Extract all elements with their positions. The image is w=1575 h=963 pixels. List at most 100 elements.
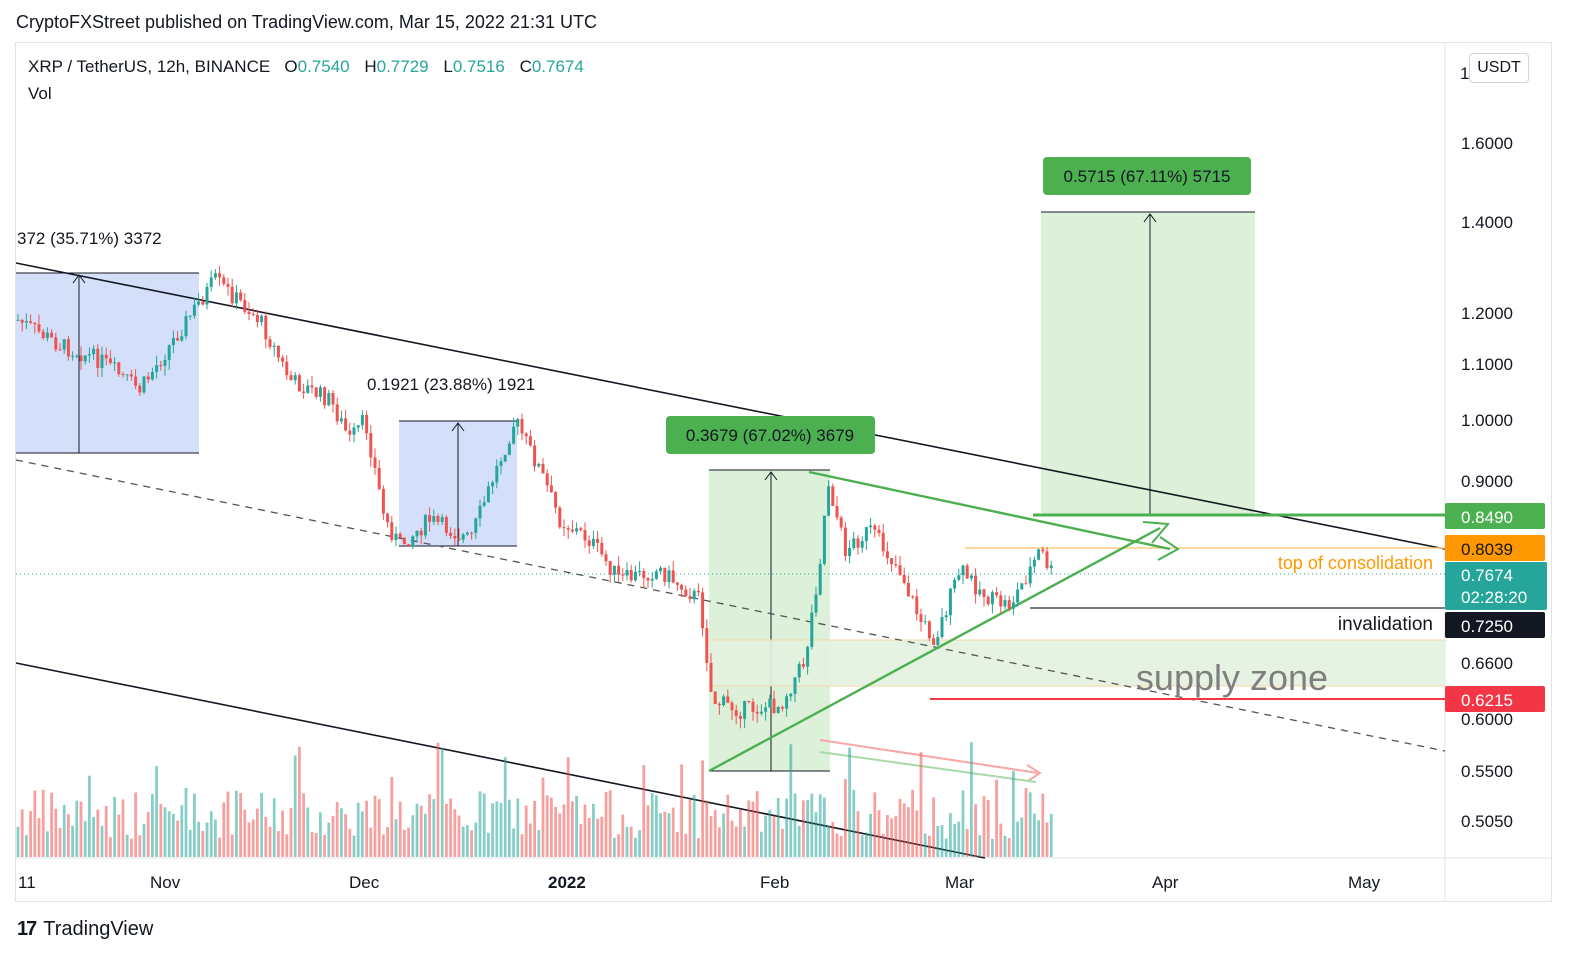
candle-body bbox=[491, 482, 495, 487]
volume-bar bbox=[172, 813, 175, 857]
channel-top-line[interactable] bbox=[15, 262, 1446, 550]
candle-body bbox=[344, 418, 348, 431]
candle-body bbox=[192, 304, 196, 316]
candle-body bbox=[684, 589, 688, 597]
volume-bar bbox=[424, 813, 427, 857]
candle-body bbox=[264, 315, 268, 340]
volume-bar bbox=[844, 778, 847, 857]
candle-body bbox=[877, 529, 881, 534]
volume-bar bbox=[629, 826, 633, 857]
volume-bar bbox=[831, 822, 835, 857]
range4-badge bbox=[1043, 157, 1251, 195]
candle-body bbox=[54, 337, 58, 350]
volume-bar bbox=[747, 800, 751, 857]
range-box-3[interactable] bbox=[709, 470, 830, 771]
candle-body bbox=[621, 574, 625, 576]
candle-body bbox=[747, 700, 751, 702]
volume-bar bbox=[999, 823, 1003, 857]
volume-bar bbox=[789, 744, 793, 857]
volume-bar bbox=[785, 798, 788, 857]
candle-body bbox=[600, 542, 604, 555]
candle-body bbox=[369, 433, 373, 458]
volume-bar bbox=[130, 838, 133, 857]
candle-body bbox=[692, 590, 696, 600]
volume-bar bbox=[705, 800, 709, 857]
volume-bar bbox=[92, 816, 95, 857]
symbol-label[interactable]: XRP / TetherUS, 12h, BINANCE bbox=[28, 57, 271, 76]
candle-body bbox=[499, 461, 503, 466]
volume-bar bbox=[688, 799, 692, 857]
volume-bar bbox=[566, 757, 570, 857]
channel-mid-line[interactable] bbox=[15, 459, 1446, 752]
volume-bar bbox=[524, 805, 528, 857]
volume-bar bbox=[193, 793, 196, 857]
candle-body bbox=[285, 361, 289, 376]
candle-body bbox=[646, 578, 650, 581]
candle-body bbox=[856, 538, 860, 548]
candle-body bbox=[734, 710, 738, 716]
volume-bar bbox=[520, 834, 524, 857]
candle-body bbox=[302, 391, 306, 394]
candle-body bbox=[92, 348, 96, 355]
candle-body bbox=[478, 505, 482, 519]
candle-body bbox=[864, 527, 868, 542]
candle-body bbox=[71, 355, 75, 357]
candle-body bbox=[1032, 559, 1036, 567]
volume-bars bbox=[16, 742, 1053, 857]
volume-bar bbox=[1033, 813, 1036, 857]
volume-bar bbox=[16, 826, 20, 857]
candle-body bbox=[428, 515, 432, 522]
volume-bar bbox=[760, 831, 763, 857]
volume-bar bbox=[936, 826, 940, 857]
candle-body bbox=[167, 345, 171, 360]
candle-body bbox=[218, 273, 222, 278]
low-label: L bbox=[443, 57, 453, 76]
volume-bar bbox=[235, 790, 238, 857]
volume-bar bbox=[810, 793, 814, 857]
volume-bar bbox=[361, 811, 364, 857]
range-box-4[interactable] bbox=[1041, 212, 1255, 515]
candle-body bbox=[999, 595, 1003, 607]
candle-body bbox=[612, 565, 616, 575]
candle-body bbox=[1024, 583, 1028, 585]
candle-body bbox=[272, 345, 276, 347]
volume-legend[interactable]: Vol bbox=[28, 84, 52, 103]
ohlc-legend: XRP / TetherUS, 12h, BINANCE O0.7540 H0.… bbox=[28, 57, 594, 77]
candle-body bbox=[776, 706, 780, 714]
tag-07250-text: 0.7250 bbox=[1461, 617, 1513, 636]
tag-07674 bbox=[1445, 562, 1547, 610]
volume-bar bbox=[327, 822, 331, 857]
candle-body bbox=[831, 486, 835, 506]
volume-bar bbox=[491, 803, 494, 857]
volume-bar bbox=[277, 831, 280, 857]
footer-brand[interactable]: 17 TradingView bbox=[17, 918, 153, 941]
triangle-lower-line[interactable] bbox=[708, 526, 1161, 773]
candle-body bbox=[554, 492, 558, 508]
volume-bar bbox=[953, 824, 956, 857]
range-box-1[interactable] bbox=[16, 273, 199, 453]
candle-body bbox=[869, 525, 873, 528]
candle-body bbox=[961, 565, 965, 576]
triangle-upper-line[interactable] bbox=[808, 470, 1171, 551]
candle-body bbox=[625, 570, 629, 576]
volume-bar bbox=[944, 838, 948, 857]
volume-bar bbox=[449, 798, 452, 857]
candle-body bbox=[360, 414, 364, 426]
volume-bar bbox=[541, 777, 545, 857]
candle-body bbox=[1049, 565, 1053, 569]
candle-body bbox=[709, 662, 713, 692]
candle-body bbox=[222, 277, 226, 284]
candle-body bbox=[33, 322, 37, 325]
volume-bar bbox=[251, 819, 255, 857]
chart-frame bbox=[15, 42, 1552, 902]
volume-bar bbox=[306, 807, 310, 857]
candle-body bbox=[108, 358, 112, 363]
currency-selector[interactable]: USDT bbox=[1469, 53, 1529, 83]
candle-body bbox=[730, 702, 734, 711]
candle-body bbox=[755, 711, 759, 714]
candle-body bbox=[990, 592, 994, 605]
x-tick-label: Feb bbox=[760, 873, 789, 892]
volume-bar bbox=[79, 801, 83, 857]
supply-zone[interactable] bbox=[709, 640, 1445, 686]
